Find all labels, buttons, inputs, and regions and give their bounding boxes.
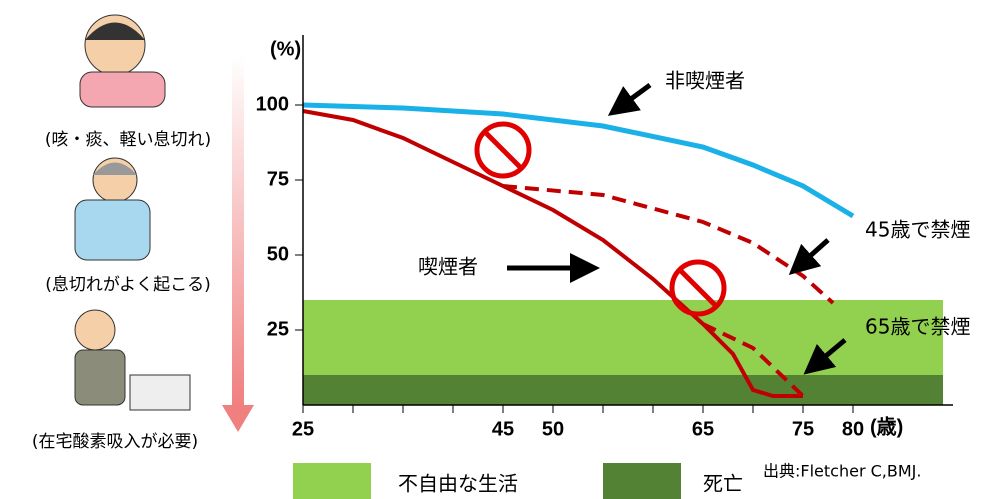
- stage-caption: (咳・痰、軽い息切れ): [45, 130, 211, 150]
- x-tick-label: 75: [792, 418, 814, 440]
- series-line: [502, 184, 835, 305]
- y-tick-label: 50: [267, 243, 289, 265]
- legend-swatch: [293, 463, 371, 499]
- x-tick-label: 45: [492, 418, 514, 440]
- x-tick-label: 25: [292, 418, 314, 440]
- y-tick-label: 25: [267, 318, 289, 340]
- legend-label: 不自由な生活: [398, 472, 518, 496]
- series-line: [302, 109, 803, 398]
- x-tick-label: 80: [842, 418, 864, 440]
- stage-caption: (在宅酸素吸入が必要): [32, 432, 198, 452]
- legend-swatch: [603, 463, 681, 499]
- x-tick-label: 50: [542, 418, 564, 440]
- arrows: [507, 82, 847, 375]
- series-label: 非喫煙者: [665, 69, 745, 93]
- x-tick-label: 65: [692, 418, 714, 440]
- series-line: [702, 322, 805, 398]
- legend-label: 死亡: [703, 472, 743, 496]
- illustrations: [74, 14, 254, 432]
- series-label: 65歳で禁煙: [865, 315, 970, 339]
- no-smoking-icons: [474, 121, 727, 317]
- y-tick-label: 100: [256, 93, 289, 115]
- y-tick-label: 75: [267, 168, 289, 190]
- stage-caption: (息切れがよく起こる): [45, 275, 210, 295]
- x-axis-label: (歳): [870, 414, 903, 438]
- series-label: 喫煙者: [418, 255, 478, 279]
- band: [303, 375, 943, 405]
- source: 出典:Fletcher C,BMJ.: [763, 462, 921, 481]
- series-line: [302, 102, 855, 219]
- y-axis-label: (%): [270, 38, 301, 60]
- series-label: 45歳で禁煙: [865, 218, 970, 242]
